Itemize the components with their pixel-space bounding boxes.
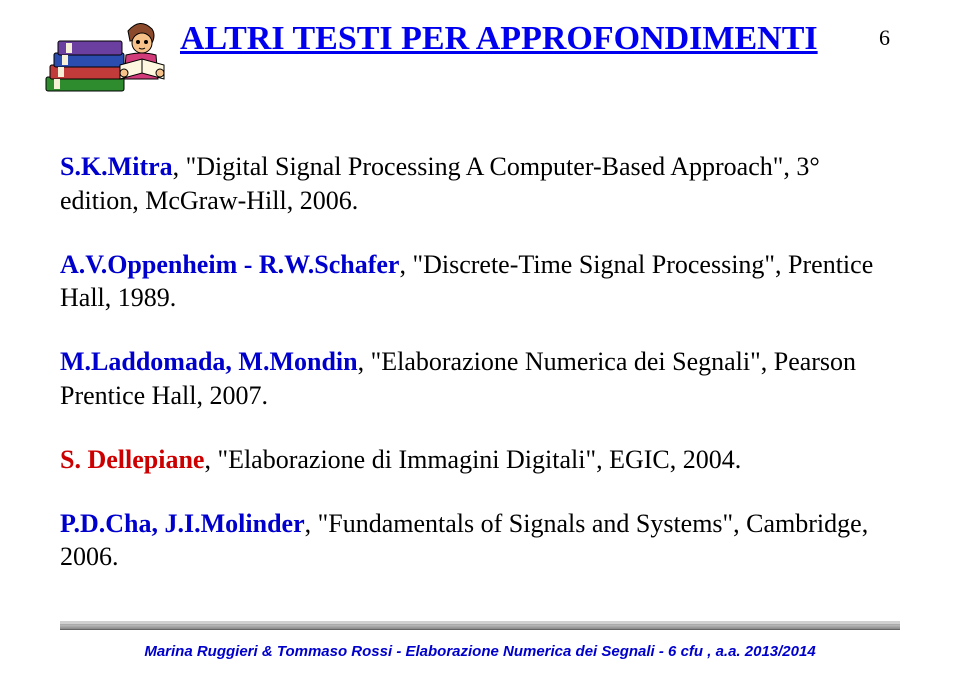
page-number: 6	[879, 25, 890, 51]
citation-text: , "Elaborazione di Immagini Digitali", E…	[204, 445, 741, 474]
reference-item: P.D.Cha, J.I.Molinder, "Fundamentals of …	[60, 507, 900, 575]
author: A.V.Oppenheim - R.W.Schafer	[60, 250, 399, 279]
reference-item: S.K.Mitra, "Digital Signal Processing A …	[60, 150, 900, 218]
slide-title: ALTRI TESTI PER APPROFONDIMENTI	[180, 20, 818, 58]
reference-item: A.V.Oppenheim - R.W.Schafer, "Discrete-T…	[60, 248, 900, 316]
author: P.D.Cha, J.I.Molinder	[60, 509, 305, 538]
author: M.Laddomada, M.Mondin	[60, 347, 358, 376]
references-list: S.K.Mitra, "Digital Signal Processing A …	[60, 150, 900, 574]
reference-item: M.Laddomada, M.Mondin, "Elaborazione Num…	[60, 345, 900, 413]
footer-divider	[60, 621, 900, 630]
citation-text: , "Digital Signal Processing A Computer-…	[60, 152, 820, 215]
author: S. Dellepiane	[60, 445, 204, 474]
books-reader-icon	[40, 15, 170, 115]
reference-item: S. Dellepiane, "Elaborazione di Immagini…	[60, 443, 900, 477]
footer-text: Marina Ruggieri & Tommaso Rossi - Elabor…	[0, 643, 960, 660]
author: S.K.Mitra	[60, 152, 173, 181]
